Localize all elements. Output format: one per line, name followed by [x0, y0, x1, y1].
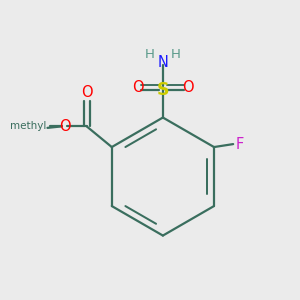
- Text: H: H: [145, 48, 154, 61]
- Text: F: F: [236, 136, 244, 152]
- Text: O: O: [182, 80, 194, 95]
- Text: O: O: [59, 119, 70, 134]
- Text: O: O: [81, 85, 92, 100]
- Text: H: H: [171, 48, 181, 61]
- Text: methyl: methyl: [10, 122, 46, 131]
- Text: N: N: [158, 56, 168, 70]
- Text: O: O: [132, 80, 144, 95]
- Text: S: S: [157, 80, 169, 98]
